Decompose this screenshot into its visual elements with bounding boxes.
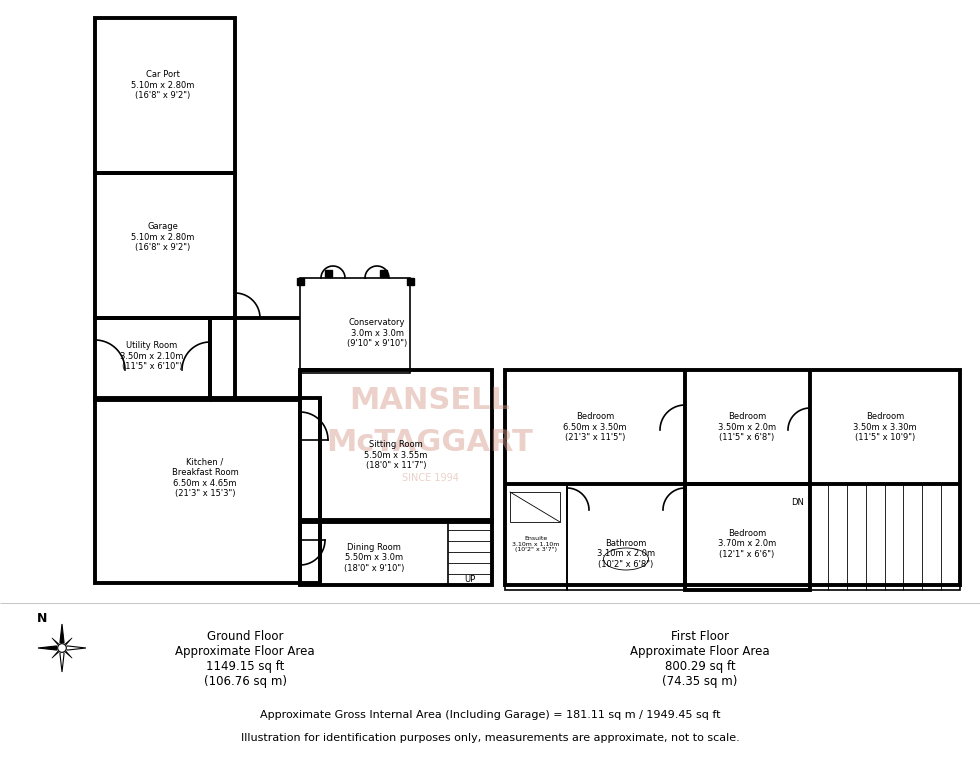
Text: Garage
5.10m x 2.80m
(16'8" x 9'2"): Garage 5.10m x 2.80m (16'8" x 9'2") <box>131 222 195 252</box>
Text: Bedroom
3.50m x 2.0m
(11'5" x 6'8"): Bedroom 3.50m x 2.0m (11'5" x 6'8") <box>718 412 776 442</box>
Polygon shape <box>38 646 62 650</box>
Bar <box>810 484 960 590</box>
Text: McTAGGART: McTAGGART <box>326 427 533 456</box>
Bar <box>95 18 235 173</box>
Bar <box>300 278 410 373</box>
Text: Ground Floor
Approximate Floor Area
1149.15 sq ft
(106.76 sq m): Ground Floor Approximate Floor Area 1149… <box>175 630 315 688</box>
Text: Approximate Gross Internal Area (Including Garage) = 181.11 sq m / 1949.45 sq ft: Approximate Gross Internal Area (Includi… <box>260 710 720 720</box>
Bar <box>300 370 492 522</box>
Bar <box>505 484 567 590</box>
Bar <box>300 520 492 585</box>
Polygon shape <box>60 624 64 648</box>
Text: Utility Room
3.50m x 2.10m
(11'5" x 6'10"): Utility Room 3.50m x 2.10m (11'5" x 6'10… <box>121 341 183 371</box>
Polygon shape <box>62 638 73 648</box>
Text: Illustration for identification purposes only, measurements are approximate, not: Illustration for identification purposes… <box>241 733 739 743</box>
Text: Kitchen /
Breakfast Room
6.50m x 4.65m
(21'3" x 15'3"): Kitchen / Breakfast Room 6.50m x 4.65m (… <box>172 458 238 498</box>
Text: Bedroom
6.50m x 3.50m
(21'3" x 11'5"): Bedroom 6.50m x 3.50m (21'3" x 11'5") <box>564 412 627 442</box>
Bar <box>379 270 386 277</box>
Text: UP: UP <box>465 575 475 583</box>
Text: DN: DN <box>792 498 805 506</box>
Bar <box>510 492 560 522</box>
Bar <box>407 278 414 285</box>
Bar <box>505 370 960 585</box>
Bar <box>95 318 210 400</box>
Polygon shape <box>62 646 86 650</box>
Text: First Floor
Approximate Floor Area
800.29 sq ft
(74.35 sq m): First Floor Approximate Floor Area 800.2… <box>630 630 770 688</box>
Bar <box>567 484 685 590</box>
Text: Bathroom
3.10m x 2.0m
(10'2" x 6'8"): Bathroom 3.10m x 2.0m (10'2" x 6'8") <box>597 539 655 569</box>
Bar <box>448 520 492 585</box>
Bar <box>95 173 235 318</box>
Bar <box>297 278 304 285</box>
Bar <box>324 270 331 277</box>
Text: Car Port
5.10m x 2.80m
(16'8" x 9'2"): Car Port 5.10m x 2.80m (16'8" x 9'2") <box>131 70 195 100</box>
Text: Bedroom
3.50m x 3.30m
(11'5" x 10'9"): Bedroom 3.50m x 3.30m (11'5" x 10'9") <box>854 412 917 442</box>
Text: Bedroom
3.70m x 2.0m
(12'1" x 6'6"): Bedroom 3.70m x 2.0m (12'1" x 6'6") <box>718 529 776 559</box>
Polygon shape <box>52 638 62 648</box>
Text: Dining Room
5.50m x 3.0m
(18'0" x 9'10"): Dining Room 5.50m x 3.0m (18'0" x 9'10") <box>344 543 404 573</box>
Circle shape <box>58 644 67 652</box>
Bar <box>95 398 320 583</box>
Bar <box>685 484 810 590</box>
Text: MANSELL: MANSELL <box>350 386 511 415</box>
Text: Ensuite
3.10m x 1.10m
(10'2" x 3'7"): Ensuite 3.10m x 1.10m (10'2" x 3'7") <box>513 535 560 552</box>
Text: Conservatory
3.0m x 3.0m
(9'10" x 9'10"): Conservatory 3.0m x 3.0m (9'10" x 9'10") <box>347 318 407 348</box>
Polygon shape <box>52 648 62 659</box>
Text: SINCE 1994: SINCE 1994 <box>402 473 459 483</box>
Polygon shape <box>62 648 73 659</box>
Text: Sitting Room
5.50m x 3.55m
(18'0" x 11'7"): Sitting Room 5.50m x 3.55m (18'0" x 11'7… <box>365 440 427 470</box>
Polygon shape <box>60 648 64 672</box>
Text: N: N <box>37 612 47 625</box>
